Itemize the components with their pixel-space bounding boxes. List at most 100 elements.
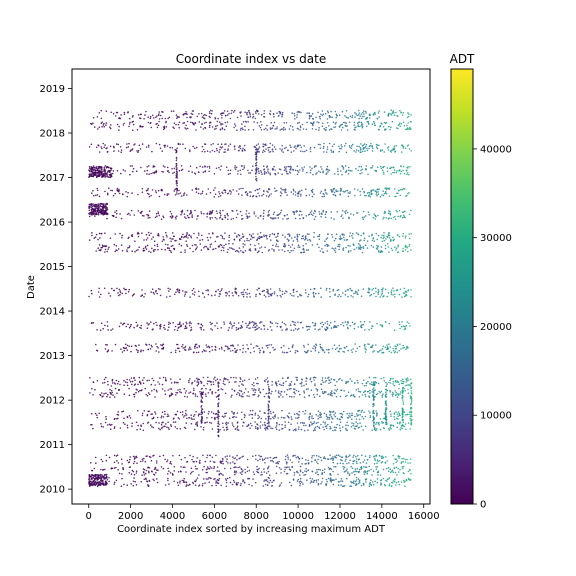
data-point (142, 247, 145, 250)
data-point (310, 389, 313, 392)
data-point (213, 478, 215, 481)
data-point (219, 148, 221, 151)
data-point (352, 456, 354, 458)
data-point (341, 416, 344, 419)
data-point (276, 235, 279, 237)
data-point (359, 246, 362, 249)
data-point (329, 322, 332, 324)
data-point (356, 415, 359, 417)
data-point (209, 460, 212, 463)
data-point (267, 149, 270, 151)
data-point (359, 413, 362, 416)
data-point (397, 127, 399, 130)
data-point (290, 380, 293, 383)
data-point (109, 126, 111, 128)
data-point (116, 392, 118, 395)
data-point (316, 121, 318, 123)
data-point (204, 150, 206, 153)
data-point (147, 144, 150, 147)
data-point (131, 422, 133, 425)
data-point (114, 115, 117, 117)
data-point (399, 327, 401, 330)
data-point (284, 189, 287, 192)
data-point (324, 244, 326, 247)
data-point (155, 389, 158, 392)
data-point (176, 116, 179, 118)
data-point (229, 172, 231, 175)
data-point (335, 395, 338, 398)
data-point (239, 210, 242, 213)
data-point (302, 170, 304, 172)
data-point (115, 143, 118, 145)
data-point (362, 429, 364, 431)
data-point (156, 292, 158, 295)
data-point (283, 391, 286, 393)
data-point (286, 327, 288, 330)
data-point (183, 213, 186, 215)
data-point (296, 169, 299, 172)
data-point (165, 126, 168, 128)
data-point (299, 482, 302, 485)
data-point (252, 455, 254, 458)
data-point (117, 469, 119, 471)
data-point (374, 480, 376, 483)
data-point (290, 329, 293, 332)
data-point (388, 427, 390, 430)
data-point (180, 210, 183, 213)
data-point (224, 214, 226, 217)
data-point (377, 460, 379, 463)
data-point (284, 188, 287, 190)
data-point (217, 117, 219, 120)
data-point (271, 459, 274, 462)
data-point (226, 114, 229, 116)
data-point (299, 474, 301, 476)
data-point (407, 173, 410, 176)
data-point (281, 428, 283, 430)
data-point (293, 323, 295, 326)
data-point (189, 165, 192, 168)
data-point (275, 472, 278, 475)
data-point (267, 172, 270, 174)
data-point (317, 479, 320, 481)
data-point (186, 396, 189, 398)
data-point (238, 393, 241, 395)
data-point (296, 145, 299, 148)
data-point (301, 123, 304, 126)
data-point (298, 121, 301, 124)
data-point (380, 455, 383, 458)
data-point (292, 288, 295, 291)
data-point (237, 328, 239, 331)
data-point (320, 459, 323, 462)
data-point (116, 287, 118, 290)
data-point (296, 422, 299, 424)
data-point (232, 456, 234, 458)
data-point (296, 240, 299, 242)
data-point (351, 235, 353, 237)
data-point (341, 426, 344, 428)
data-point (207, 380, 209, 383)
data-point (201, 234, 203, 237)
data-point (106, 151, 109, 153)
data-point (397, 455, 400, 458)
data-point (331, 247, 334, 249)
data-point (376, 194, 378, 197)
data-point (186, 327, 188, 329)
data-point (145, 248, 148, 250)
data-point (275, 239, 278, 241)
data-point (262, 350, 265, 353)
data-point (255, 322, 257, 325)
data-point (145, 343, 147, 346)
data-point (231, 325, 234, 327)
data-point (123, 384, 125, 387)
data-point (184, 395, 186, 398)
data-point (101, 396, 103, 398)
data-point (146, 166, 148, 168)
data-point (139, 382, 142, 384)
data-point (147, 215, 150, 217)
data-point (173, 466, 176, 468)
data-point (244, 149, 246, 152)
data-point (370, 468, 372, 471)
data-point (189, 150, 191, 153)
data-point (332, 470, 334, 473)
data-point (357, 478, 360, 480)
